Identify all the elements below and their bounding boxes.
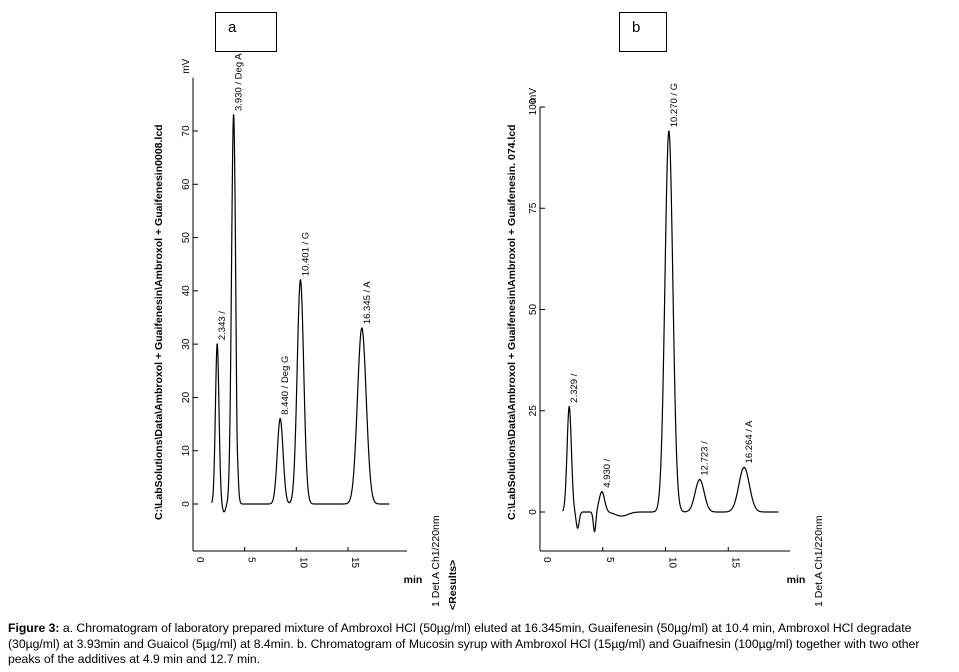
y-tick-label-a: 40 <box>181 285 192 297</box>
y-tick-label-a: 60 <box>181 178 192 190</box>
detector-label-b: 1 Det.A Ch1/220nm <box>813 515 825 607</box>
x-tick-label-a: 10 <box>297 557 308 569</box>
peak-label-b-0: 2.329 / <box>569 373 580 402</box>
panel-label-b-text: b <box>632 19 641 36</box>
x-tick-label-a: 15 <box>349 557 360 569</box>
x-tick-label-a: 5 <box>246 557 257 563</box>
caption-label: Figure 3: <box>8 621 60 635</box>
x-tick-label-a: 0 <box>194 557 205 563</box>
peak-apex-b-4 <box>743 466 745 469</box>
panel-label-a: a <box>215 12 277 52</box>
peak-apex-b-1 <box>601 490 603 493</box>
y-tick-label-b: 0 <box>528 509 539 515</box>
chromatogram-trace-b <box>562 130 779 533</box>
peak-apex-b-3 <box>698 478 701 481</box>
y-axis-unit-b: mV <box>528 88 539 103</box>
y-tick-label-a: 20 <box>181 391 192 403</box>
y-tick-label-b: 75 <box>528 202 539 214</box>
caption-text: a. Chromatogram of laboratory prepared m… <box>8 621 920 666</box>
figure-caption: Figure 3: a. Chromatogram of laboratory … <box>8 621 952 668</box>
x-axis-unit-b: min <box>787 574 806 586</box>
x-tick-label-b: 15 <box>729 557 740 569</box>
peak-apex-a-3 <box>299 279 302 282</box>
x-tick-label-b: 0 <box>541 557 552 563</box>
peak-apex-a-1 <box>232 114 235 116</box>
peak-label-b-4: 16.264 / A <box>744 420 755 463</box>
y-tick-label-a: 30 <box>181 338 192 350</box>
y-tick-label-a: 70 <box>181 125 192 137</box>
peak-label-a-2: 8.440 / Deg G <box>280 356 291 415</box>
data-file-path-a: C:\LabSolutions\Data\Ambroxol + Guaifene… <box>153 124 165 520</box>
y-tick-label-a: 0 <box>181 501 192 507</box>
y-tick-label-b: 50 <box>528 304 539 316</box>
y-tick-label-a: 10 <box>181 445 192 457</box>
peak-apex-b-2 <box>668 130 670 133</box>
x-tick-label-b: 10 <box>667 557 678 569</box>
peak-apex-b-0 <box>568 405 571 408</box>
panel-label-b: b <box>619 12 667 52</box>
peak-label-b-3: 12.723 / <box>700 441 711 476</box>
peak-label-a-1: 3.930 / Deg A <box>234 53 245 111</box>
x-tick-label-b: 5 <box>604 557 615 563</box>
peak-label-b-1: 4.930 / <box>602 458 613 487</box>
detector-label-a: 1 Det.A Ch1/220nm <box>430 515 442 607</box>
results-label-a: <Results> <box>447 560 459 610</box>
y-tick-label-a: 50 <box>181 232 192 244</box>
data-file-path-b: C:\LabSolutions\Data\Ambroxol + Guaifene… <box>506 124 518 520</box>
peak-label-a-3: 10.401 / G <box>300 232 311 276</box>
y-axis-unit-a: mV <box>181 58 192 73</box>
y-tick-label-b: 25 <box>528 405 539 417</box>
peak-label-a-0: 2.343 / <box>217 311 228 340</box>
peak-label-a-4: 16.345 / A <box>362 281 373 324</box>
x-axis-unit-a: min <box>404 574 423 586</box>
peak-apex-a-0 <box>216 343 219 345</box>
y-tick-label-b: 100 <box>528 98 539 115</box>
peak-apex-a-2 <box>279 417 281 420</box>
peak-apex-a-4 <box>361 327 363 329</box>
panel-label-a-text: a <box>228 19 237 36</box>
peak-label-b-2: 10.270 / G <box>669 83 680 127</box>
